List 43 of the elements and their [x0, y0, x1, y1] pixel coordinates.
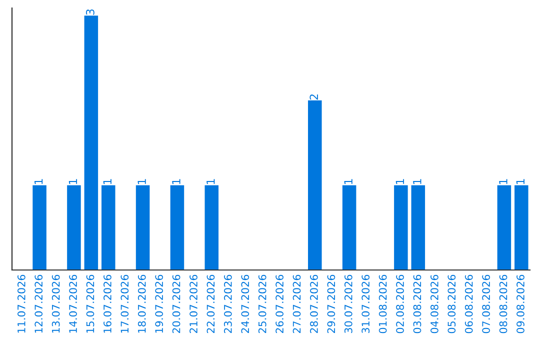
- x-tick-label: 07.08.2026: [482, 274, 490, 334]
- x-tick-label: 29.07.2026: [327, 274, 336, 334]
- x-tick-label: 13.07.2026: [52, 274, 60, 333]
- x-tick-label: 16.07.2026: [104, 274, 112, 333]
- data-label: 1: [516, 179, 524, 184]
- x-tick-label: 26.07.2026: [276, 274, 284, 334]
- data-label: 1: [34, 179, 43, 184]
- x-tick-label: 14.07.2026: [69, 274, 77, 333]
- x-tick-label: 05.08.2026: [448, 274, 456, 334]
- x-tick-label: 27.07.2026: [292, 274, 301, 334]
- data-label: 1: [103, 179, 112, 184]
- x-tick-label: 24.07.2026: [241, 274, 250, 334]
- data-label: 1: [68, 179, 78, 184]
- x-tick-label: 11.07.2026: [17, 274, 26, 333]
- x-tick-label: 30.07.2026: [344, 274, 352, 334]
- x-tick-label: 28.07.2026: [310, 274, 318, 334]
- x-tick-label: 20.07.2026: [172, 274, 180, 334]
- x-tick-label: 22.07.2026: [206, 274, 215, 334]
- data-label: 3: [86, 9, 94, 15]
- data-label: 1: [499, 179, 508, 184]
- data-label: 1: [413, 179, 422, 184]
- x-tick-label: 25.07.2026: [258, 274, 266, 334]
- x-tick-label: 18.07.2026: [138, 274, 146, 333]
- x-tick-label: 04.08.2026: [430, 274, 438, 334]
- x-tick-label: 31.07.2026: [362, 274, 370, 334]
- data-label: 1: [206, 179, 215, 184]
- x-tick-label: 03.08.2026: [413, 274, 422, 334]
- x-tick-label: 01.08.2026: [378, 274, 387, 334]
- x-tick-label: 23.07.2026: [224, 274, 232, 334]
- x-tick-label: 19.07.2026: [155, 274, 164, 333]
- x-tick-label: 21.07.2026: [190, 274, 198, 334]
- data-label: 1: [396, 179, 404, 184]
- x-tick-label: 08.08.2026: [499, 274, 508, 334]
- data-label: 2: [310, 94, 318, 100]
- x-tick-label: 15.07.2026: [86, 274, 94, 333]
- data-label: 1: [172, 179, 180, 184]
- x-tick-label: 09.08.2026: [516, 274, 524, 334]
- data-label: 1: [138, 179, 146, 184]
- x-tick-label: 12.07.2026: [34, 274, 43, 333]
- data-label: 1: [344, 179, 352, 184]
- x-tick-label: 02.08.2026: [396, 274, 404, 334]
- x-tick-label: 06.08.2026: [464, 274, 473, 334]
- x-tick-label: 17.07.2026: [120, 274, 129, 333]
